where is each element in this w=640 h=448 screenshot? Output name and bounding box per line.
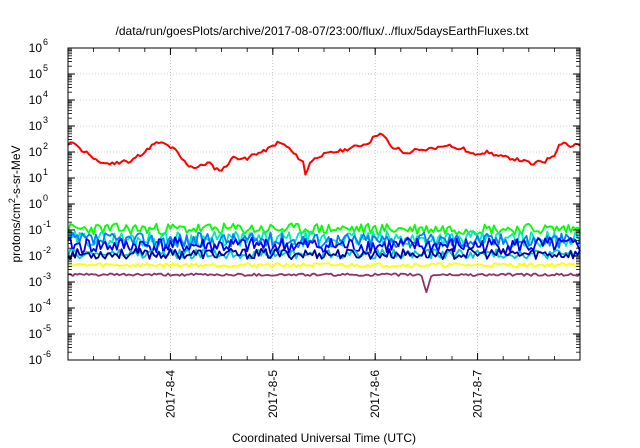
y-tick-exponent: -3 <box>43 271 51 281</box>
y-tick-exponent: -1 <box>43 219 51 229</box>
series-line-2 <box>67 222 581 236</box>
y-tick-exponent: 4 <box>43 89 48 99</box>
y-tick-label: 10 <box>29 41 43 55</box>
chart-title: /data/run/goesPlots/archive/2017-08-07/2… <box>116 24 530 38</box>
y-tick-label: 10 <box>29 353 43 367</box>
y-tick-exponent: 2 <box>43 141 48 151</box>
y-tick-label: 10 <box>29 249 43 263</box>
x-axis-ticks: 2017-8-4 2017-8-5 2017-8-6 2017-8-7 <box>67 48 581 418</box>
series-line-1 <box>67 132 581 176</box>
y-tick-exponent: 5 <box>43 63 48 73</box>
y-axis-label: protons/cm2-s-sr-MeV <box>7 145 23 262</box>
y-tick-exponent: 3 <box>43 115 48 125</box>
y-tick-label: 10 <box>29 67 43 81</box>
y-tick-exponent: -2 <box>43 245 51 255</box>
series-group <box>67 132 581 294</box>
y-tick-label: 10 <box>29 145 43 159</box>
x-axis-label: Coordinated Universal Time (UTC) <box>232 431 416 445</box>
y-axis-label-suffix: -s-sr-MeV <box>9 145 23 198</box>
y-tick-exponent: -6 <box>43 349 51 359</box>
y-tick-label: 10 <box>29 275 43 289</box>
y-axis-label-prefix: protons/cm <box>9 203 23 262</box>
y-tick-exponent: -5 <box>43 323 51 333</box>
y-axis-ticks: 10 -610 -510 -410 -310 -210 -110 010 110 210 310 41… <box>29 37 580 367</box>
y-tick-label: 10 <box>29 119 43 133</box>
y-axis-label-superscript: 2 <box>7 198 17 203</box>
grid <box>68 48 580 360</box>
y-tick-exponent: 0 <box>43 193 48 203</box>
y-tick-label: 10 <box>29 301 43 315</box>
y-tick-label: 10 <box>29 171 43 185</box>
y-tick-exponent: -4 <box>43 297 51 307</box>
x-tick-label: 2017-8-4 <box>163 370 177 418</box>
y-tick-label: 10 <box>29 327 43 341</box>
series-line-8 <box>67 262 581 268</box>
y-tick-exponent: 1 <box>43 167 48 177</box>
y-tick-exponent: 6 <box>43 37 48 47</box>
series-line-9 <box>67 272 581 294</box>
x-tick-label: 2017-8-5 <box>266 370 280 418</box>
x-tick-label: 2017-8-7 <box>471 370 485 418</box>
y-tick-label: 10 <box>29 223 43 237</box>
x-tick-label: 2017-8-6 <box>368 370 382 418</box>
y-tick-label: 10 <box>29 93 43 107</box>
y-tick-label: 10 <box>29 197 43 211</box>
series-line-7 <box>67 247 581 260</box>
